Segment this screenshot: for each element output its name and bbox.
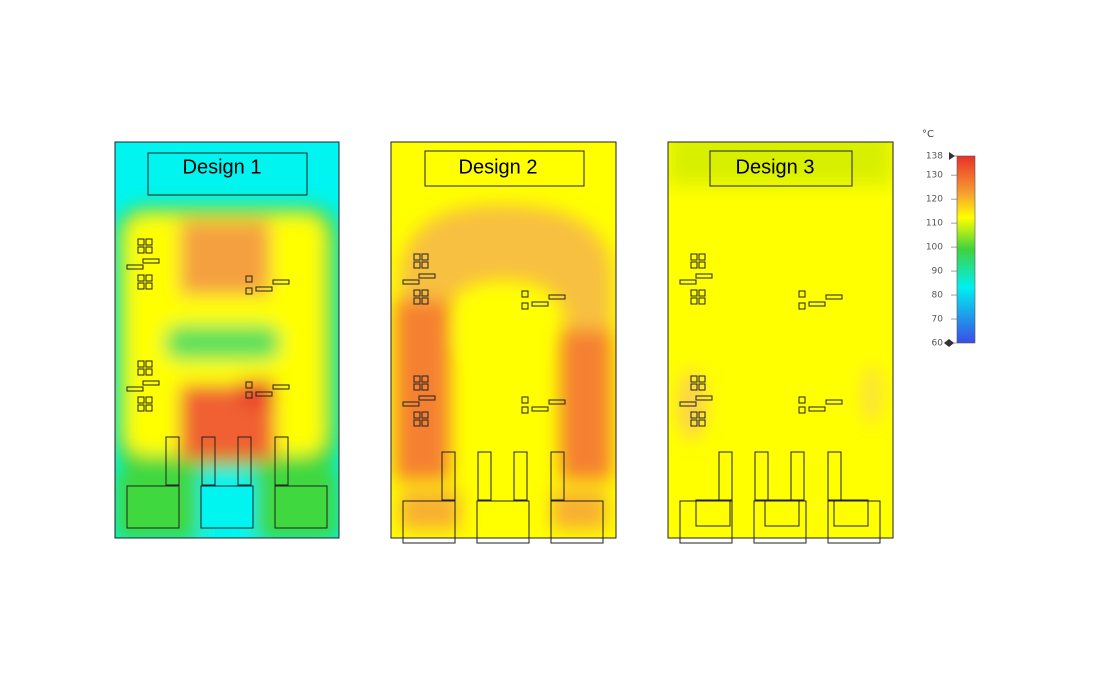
label-box bbox=[709, 150, 853, 187]
panel-border bbox=[390, 141, 617, 539]
colorbar-tick-label: 110 bbox=[926, 219, 943, 229]
colorbar-marker bbox=[949, 152, 955, 160]
panel-label: Design 1 bbox=[183, 156, 262, 178]
colorbar-tick-label: 138 bbox=[926, 152, 943, 162]
colorbar-marker bbox=[944, 339, 954, 347]
colorbar-tick-label: 90 bbox=[932, 267, 944, 277]
colorbar-tick-label: 120 bbox=[926, 195, 943, 205]
panel-border bbox=[114, 141, 340, 539]
panel-label: Design 3 bbox=[736, 156, 815, 178]
label-box bbox=[147, 152, 308, 196]
heatmap-2 bbox=[391, 142, 616, 538]
colorbar-tick-label: 60 bbox=[932, 339, 944, 349]
components bbox=[126, 238, 881, 544]
colorbar-scale bbox=[956, 155, 976, 344]
colorbar-tick-label: 100 bbox=[926, 243, 943, 253]
colorbar-tick-label: 130 bbox=[926, 171, 943, 181]
label-box bbox=[424, 150, 585, 187]
colorbar-tick-label: 70 bbox=[932, 315, 944, 325]
colorbar-tick-label: 80 bbox=[932, 291, 944, 301]
panel-border bbox=[667, 141, 894, 539]
panel-label: Design 2 bbox=[459, 156, 538, 178]
colorbar-unit: °C bbox=[922, 129, 934, 140]
heatmap-1 bbox=[115, 142, 339, 538]
colorbar: 138 130 120 110 100 90 80 70 60 bbox=[926, 152, 976, 349]
heatmap-3 bbox=[668, 142, 893, 538]
